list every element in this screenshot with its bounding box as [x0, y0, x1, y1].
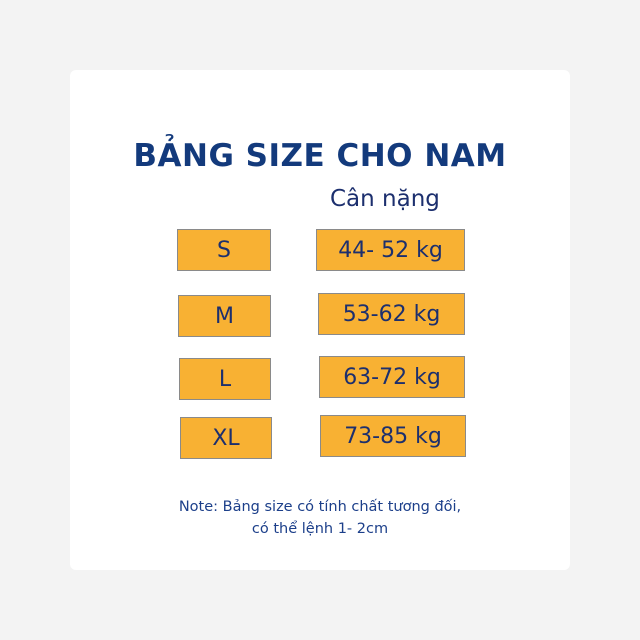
weight-cell: 44- 52 kg	[316, 229, 465, 271]
size-cell: S	[177, 229, 271, 271]
size-cell: L	[179, 358, 271, 400]
size-cell: M	[178, 295, 271, 337]
weight-cell: 73-85 kg	[320, 415, 466, 457]
note-line-1: Note: Bảng size có tính chất tương đối,	[178, 499, 462, 515]
note: Note: Bảng size có tính chất tương đối, …	[0, 496, 640, 540]
page-title: BẢNG SIZE CHO NAM	[133, 138, 507, 174]
weight-cell: 63-72 kg	[319, 356, 465, 398]
weight-column-header: Cân nặng	[330, 186, 440, 212]
size-cell: XL	[180, 417, 272, 459]
weight-cell: 53-62 kg	[318, 293, 465, 335]
note-line-2: có thể lệnh 1- 2cm	[251, 521, 389, 537]
